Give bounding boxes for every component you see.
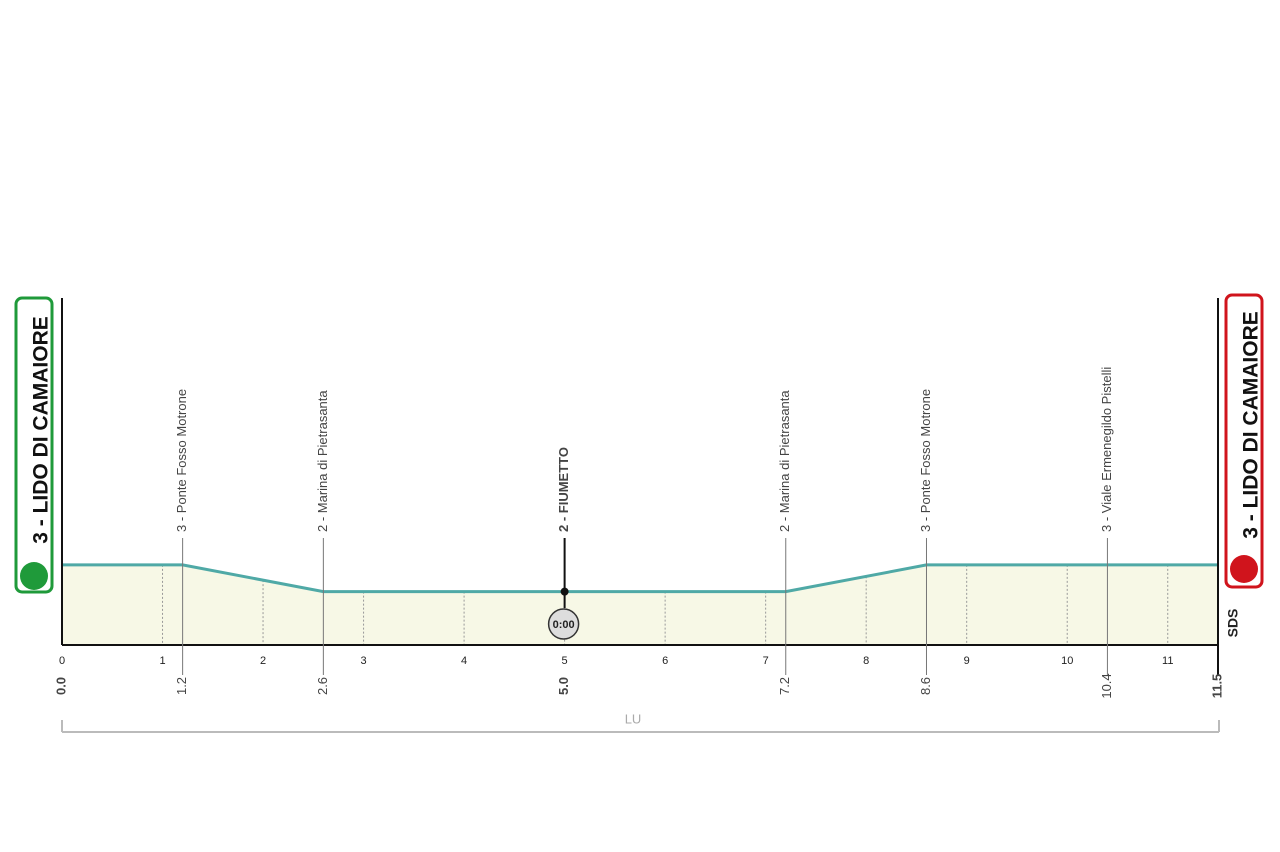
km-tick-label: 9 — [964, 655, 970, 667]
waypoint-label: 2 - Marina di Pietrasanta — [777, 390, 792, 532]
waypoint-label: 3 - Ponte Fosso Motrone — [174, 389, 189, 532]
start-label: 3 - LIDO DI CAMAIORE — [30, 316, 53, 544]
waypoint-km: 2.6 — [315, 677, 330, 695]
waypoint-km: 10.4 — [1099, 673, 1114, 698]
waypoint-km: 7.2 — [777, 677, 792, 695]
km-tick-label: 4 — [461, 655, 467, 667]
waypoint-km: 1.2 — [174, 677, 189, 695]
km-tick-label: 6 — [662, 655, 668, 667]
waypoint-label: 3 - Viale Ermenegildo Pistelli — [1099, 367, 1114, 532]
waypoint-km: 0.0 — [53, 677, 68, 695]
km-tick-label: 1 — [159, 655, 165, 667]
profile-line — [62, 563, 1218, 594]
waypoint-km: 11.5 — [1209, 674, 1224, 699]
profile-area — [62, 564, 1218, 645]
logo: SDS — [1225, 609, 1241, 638]
km-tick-label: 2 — [260, 655, 266, 667]
waypoint-km: 8.6 — [918, 677, 933, 695]
waypoint-label: 2 - FIUMETTO — [556, 447, 571, 532]
stopwatch — [547, 608, 580, 640]
km-tick-label: 5 — [562, 655, 568, 667]
waypoint-label: 3 - Ponte Fosso Motrone — [918, 389, 933, 532]
finish-icon — [1230, 555, 1258, 583]
waypoint-km: 5.0 — [556, 677, 571, 695]
km-tick-label: 0 — [59, 655, 65, 667]
province-label: LU — [625, 711, 642, 726]
start-icon — [20, 562, 48, 590]
waypoint-label: 2 - Marina di Pietrasanta — [315, 390, 330, 532]
finish-label: 3 - LIDO DI CAMAIORE — [1240, 311, 1263, 539]
km-tick-label: 3 — [361, 655, 367, 667]
km-tick-label: 11 — [1162, 655, 1173, 667]
km-tick-label: 10 — [1061, 655, 1073, 667]
finish-badge — [1224, 293, 1264, 589]
time-check-label: 0:00 — [553, 619, 575, 631]
start-badge — [14, 296, 54, 594]
km-tick-label: 7 — [763, 655, 769, 667]
km-tick-label: 8 — [863, 655, 869, 667]
